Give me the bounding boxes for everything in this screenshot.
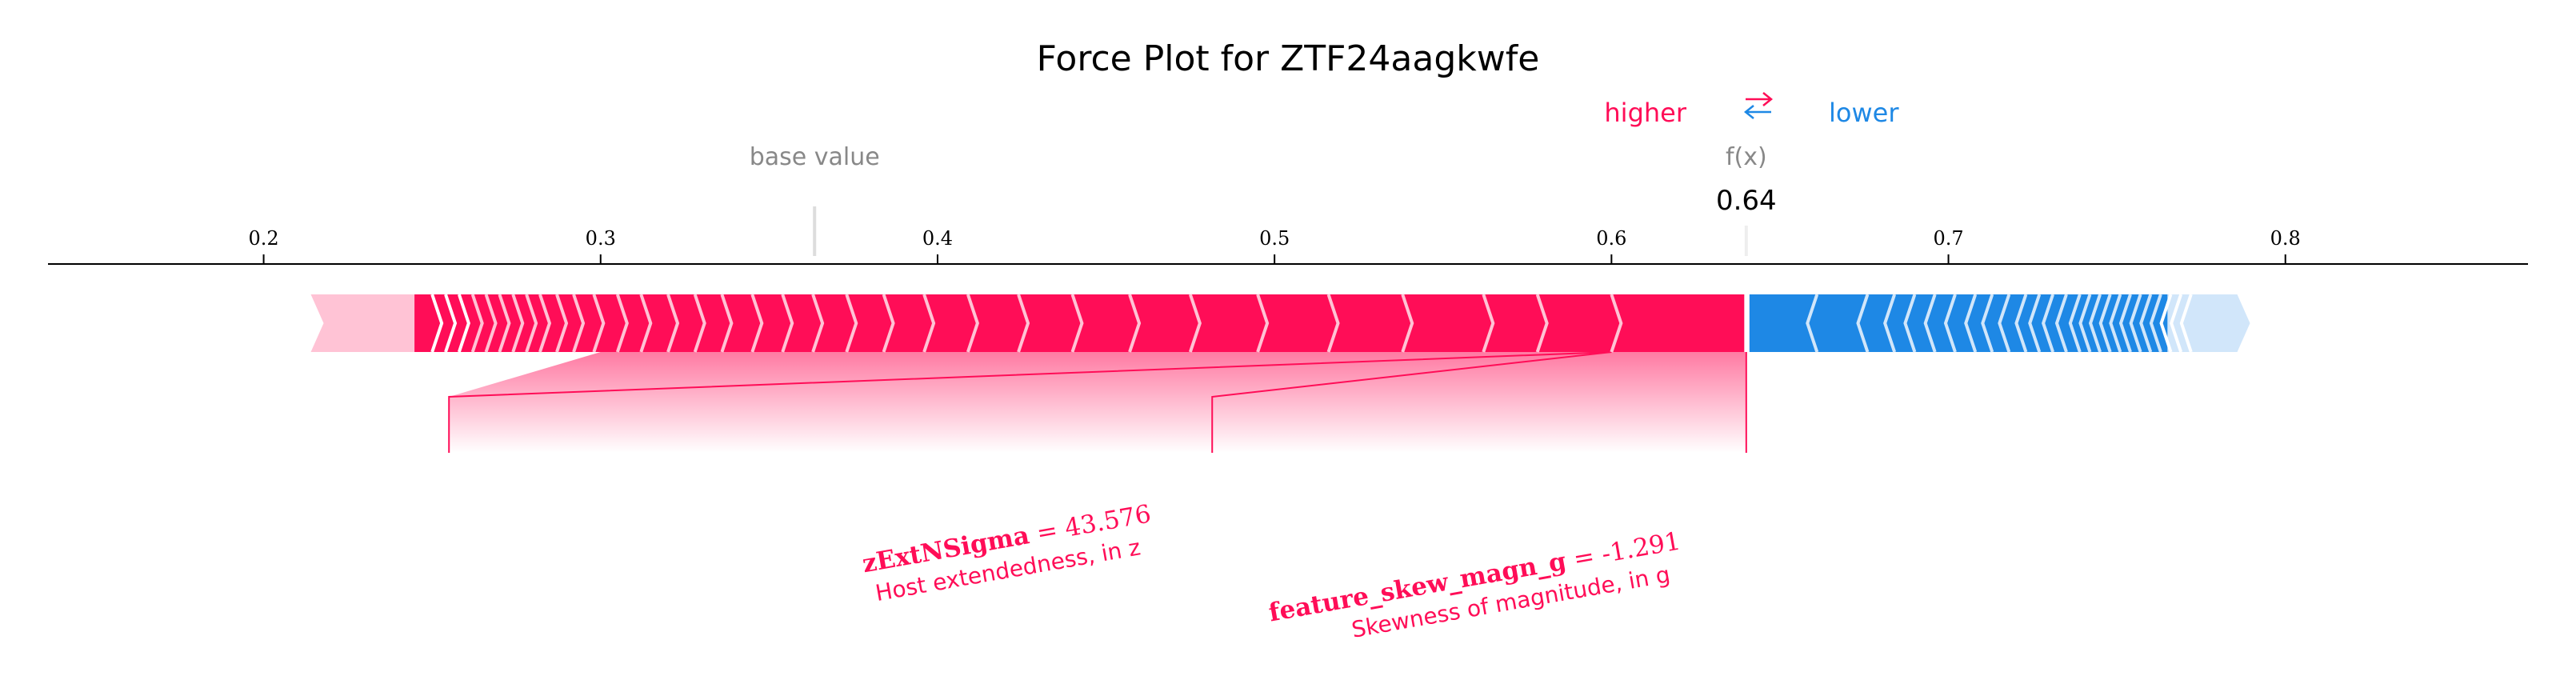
positive-chevron xyxy=(1256,294,1270,353)
x-axis-ticks: 0.2 0.3 0.4 0.5 0.6 0.7 0.8 xyxy=(248,227,2301,264)
x-tick-label: 0.2 xyxy=(248,227,278,250)
positive-chevron xyxy=(555,294,569,353)
positive-chevron xyxy=(1326,294,1340,353)
negative-chevron xyxy=(1856,294,1870,353)
positive-chevron xyxy=(1188,294,1202,353)
force-bars xyxy=(310,294,2250,353)
negative-chevron xyxy=(2129,294,2142,353)
legend-lower: lower xyxy=(1829,98,1899,128)
negative-chevron xyxy=(2149,294,2162,353)
positive-chevron xyxy=(444,294,458,353)
negative-chevron xyxy=(2098,294,2112,353)
negative-chevron xyxy=(2159,294,2173,353)
negative-chevron xyxy=(1883,294,1897,353)
negative-chevron xyxy=(2028,294,2042,353)
positive-chevron xyxy=(511,294,525,353)
negative-chevron xyxy=(2118,294,2132,353)
negative-chevron xyxy=(2088,294,2102,353)
positive-chevron xyxy=(1482,294,1495,353)
annotation-shading xyxy=(449,352,1746,453)
positive-chevron xyxy=(498,294,511,353)
negative-chevron xyxy=(1981,294,1994,353)
x-tick-label: 0.7 xyxy=(1933,227,1963,250)
x-tick-label: 0.8 xyxy=(2270,227,2301,250)
feature-annotations xyxy=(448,351,1747,453)
x-tick-label: 0.3 xyxy=(586,227,616,250)
positive-chevron xyxy=(572,294,586,353)
negative-chevron xyxy=(1806,294,1819,353)
negative-chevron xyxy=(2054,294,2068,353)
positive-chevron xyxy=(430,294,444,353)
positive-chevron xyxy=(592,294,606,353)
positive-chevron xyxy=(750,294,764,353)
negative-chevron xyxy=(2014,294,2028,353)
positive-chevron xyxy=(966,294,979,353)
positive-chevron xyxy=(922,294,936,353)
negative-chevron xyxy=(2179,294,2193,353)
chart-title: Force Plot for ZTF24aagkwfe xyxy=(1037,38,1540,79)
negative-chevron xyxy=(2042,294,2055,353)
output-value: 0.64 xyxy=(1716,185,1777,217)
negative-bar xyxy=(1749,294,2169,352)
x-tick-label: 0.6 xyxy=(1596,227,1626,250)
positive-chevron xyxy=(1070,294,1084,353)
negative-chevron xyxy=(1923,294,1937,353)
positive-chevron xyxy=(693,294,706,353)
positive-chevron xyxy=(470,294,484,353)
positive-chevron xyxy=(811,294,825,353)
negative-chevron xyxy=(2139,294,2153,353)
negative-chevron xyxy=(2068,294,2082,353)
positive-bar-tail xyxy=(310,294,416,352)
output-label: f(x) xyxy=(1726,143,1767,171)
negative-chevron xyxy=(2170,294,2183,353)
negative-bar-tail xyxy=(2167,294,2250,352)
positive-chevron xyxy=(666,294,680,353)
positive-chevron xyxy=(1401,294,1414,353)
positive-chevron xyxy=(538,294,552,353)
swap-arrows-icon xyxy=(1743,92,1774,119)
positive-chevron xyxy=(1610,294,1623,353)
negative-chevron xyxy=(2078,294,2092,353)
negative-chevron xyxy=(2109,294,2122,353)
positive-chevron xyxy=(882,294,895,353)
positive-chevron xyxy=(1128,294,1142,353)
positive-chevron xyxy=(845,294,858,353)
positive-chevron xyxy=(720,294,734,353)
positive-chevron xyxy=(615,294,629,353)
positive-chevron xyxy=(457,294,470,353)
negative-chevron xyxy=(1998,294,2011,353)
legend-higher: higher xyxy=(1604,98,1686,128)
base-value-label: base value xyxy=(750,143,880,171)
positive-chevron xyxy=(639,294,653,353)
feature-connector xyxy=(1211,351,1612,453)
x-tick-label: 0.5 xyxy=(1259,227,1290,250)
negative-chevron xyxy=(1943,294,1957,353)
positive-chevron xyxy=(484,294,498,353)
positive-chevron xyxy=(1017,294,1030,353)
positive-chevron xyxy=(525,294,538,353)
feature-connector xyxy=(448,351,1612,453)
positive-chevron xyxy=(781,294,794,353)
negative-chevron xyxy=(1903,294,1917,353)
negative-chevron xyxy=(1964,294,1978,353)
x-tick-label: 0.4 xyxy=(922,227,953,250)
positive-chevron xyxy=(1535,294,1549,353)
